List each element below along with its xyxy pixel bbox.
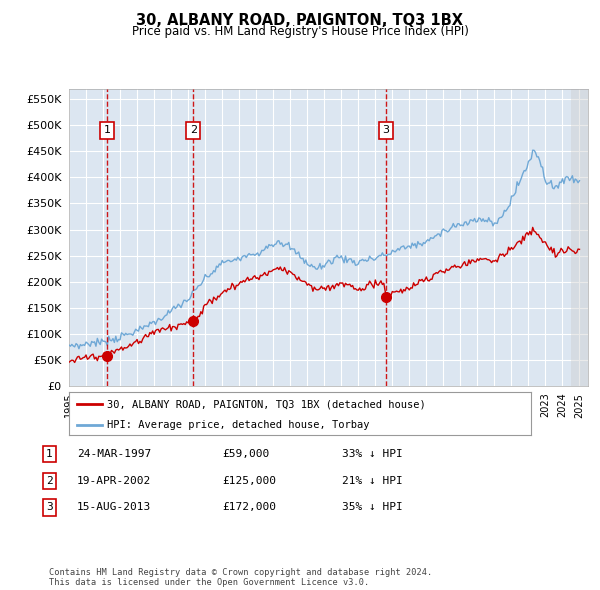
Text: 30, ALBANY ROAD, PAIGNTON, TQ3 1BX: 30, ALBANY ROAD, PAIGNTON, TQ3 1BX (137, 13, 464, 28)
Text: 24-MAR-1997: 24-MAR-1997 (77, 450, 151, 459)
Text: £125,000: £125,000 (222, 476, 276, 486)
Text: 21% ↓ HPI: 21% ↓ HPI (342, 476, 403, 486)
Text: 3: 3 (383, 125, 389, 135)
Text: 2: 2 (46, 476, 53, 486)
Text: £59,000: £59,000 (222, 450, 269, 459)
Text: 15-AUG-2013: 15-AUG-2013 (77, 503, 151, 512)
Text: 33% ↓ HPI: 33% ↓ HPI (342, 450, 403, 459)
Bar (571, 88, 588, 386)
Text: Price paid vs. HM Land Registry's House Price Index (HPI): Price paid vs. HM Land Registry's House … (131, 25, 469, 38)
Text: Contains HM Land Registry data © Crown copyright and database right 2024.
This d: Contains HM Land Registry data © Crown c… (49, 568, 433, 587)
Text: 3: 3 (46, 503, 53, 512)
Text: 19-APR-2002: 19-APR-2002 (77, 476, 151, 486)
Text: £172,000: £172,000 (222, 503, 276, 512)
Text: 1: 1 (46, 450, 53, 459)
Text: 2: 2 (190, 125, 197, 135)
Text: 30, ALBANY ROAD, PAIGNTON, TQ3 1BX (detached house): 30, ALBANY ROAD, PAIGNTON, TQ3 1BX (deta… (107, 399, 425, 409)
Text: 35% ↓ HPI: 35% ↓ HPI (342, 503, 403, 512)
Text: HPI: Average price, detached house, Torbay: HPI: Average price, detached house, Torb… (107, 421, 370, 431)
Text: 1: 1 (103, 125, 110, 135)
